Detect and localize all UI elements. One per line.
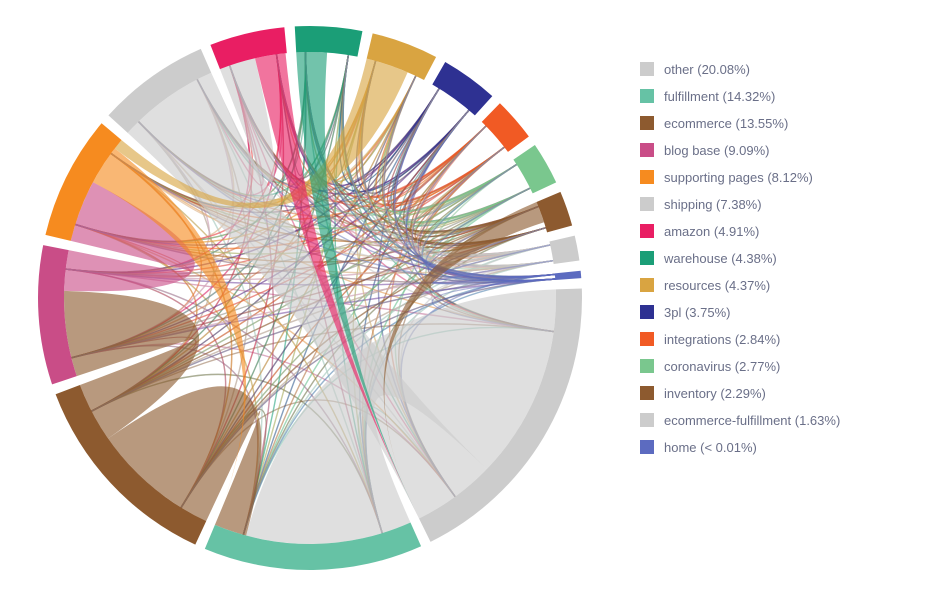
legend-swatch: [640, 170, 654, 184]
legend-swatch: [640, 332, 654, 346]
legend-label: fulfillment (14.32%): [664, 90, 775, 103]
legend-swatch: [640, 224, 654, 238]
legend-label: ecommerce (13.55%): [664, 117, 788, 130]
legend-label: resources (4.37%): [664, 279, 770, 292]
legend-label: 3pl (3.75%): [664, 306, 730, 319]
legend-label: shipping (7.38%): [664, 198, 762, 211]
legend-item-other[interactable]: other (20.08%): [640, 62, 840, 76]
legend-label: amazon (4.91%): [664, 225, 759, 238]
legend-item-integrations[interactable]: integrations (2.84%): [640, 332, 840, 346]
legend-swatch: [640, 62, 654, 76]
legend-item-coronavirus[interactable]: coronavirus (2.77%): [640, 359, 840, 373]
legend-item-shipping[interactable]: shipping (7.38%): [640, 197, 840, 211]
legend-swatch: [640, 386, 654, 400]
legend-item-3pl[interactable]: 3pl (3.75%): [640, 305, 840, 319]
legend-swatch: [640, 359, 654, 373]
arc-coronavirus[interactable]: [513, 145, 556, 193]
legend-label: inventory (2.29%): [664, 387, 766, 400]
legend-item-warehouse[interactable]: warehouse (4.38%): [640, 251, 840, 265]
legend-item-fulfillment[interactable]: fulfillment (14.32%): [640, 89, 840, 103]
legend-swatch: [640, 440, 654, 454]
legend-swatch: [640, 197, 654, 211]
legend-swatch: [640, 89, 654, 103]
arc-ecommerce_fulfillment[interactable]: [549, 236, 579, 264]
legend-swatch: [640, 278, 654, 292]
legend-item-home[interactable]: home (< 0.01%): [640, 440, 840, 454]
arc-integrations[interactable]: [482, 103, 529, 152]
legend-item-amazon[interactable]: amazon (4.91%): [640, 224, 840, 238]
legend-label: ecommerce-fulfillment (1.63%): [664, 414, 840, 427]
legend-label: supporting pages (8.12%): [664, 171, 813, 184]
legend-swatch: [640, 413, 654, 427]
arc-inventory[interactable]: [537, 192, 573, 232]
legend-item-ecommerce[interactable]: ecommerce (13.55%): [640, 116, 840, 130]
legend-label: other (20.08%): [664, 63, 750, 76]
legend-label: home (< 0.01%): [664, 441, 757, 454]
arc-home[interactable]: [555, 271, 582, 280]
legend-item-supporting_pages[interactable]: supporting pages (8.12%): [640, 170, 840, 184]
legend-item-ecommerce_fulfillment[interactable]: ecommerce-fulfillment (1.63%): [640, 413, 840, 427]
legend-swatch: [640, 143, 654, 157]
legend-label: integrations (2.84%): [664, 333, 780, 346]
arc-3pl[interactable]: [432, 62, 492, 115]
legend-item-inventory[interactable]: inventory (2.29%): [640, 386, 840, 400]
legend-label: blog base (9.09%): [664, 144, 770, 157]
legend-label: coronavirus (2.77%): [664, 360, 780, 373]
legend-swatch: [640, 305, 654, 319]
arc-warehouse[interactable]: [295, 26, 363, 57]
legend-swatch: [640, 251, 654, 265]
legend-item-resources[interactable]: resources (4.37%): [640, 278, 840, 292]
chart-legend: other (20.08%) fulfillment (14.32%) ecomme…: [640, 62, 840, 467]
chord-chart: [30, 10, 590, 585]
legend-item-blog_base[interactable]: blog base (9.09%): [640, 143, 840, 157]
chord-ribbons: [64, 52, 556, 544]
legend-swatch: [640, 116, 654, 130]
legend-label: warehouse (4.38%): [664, 252, 777, 265]
